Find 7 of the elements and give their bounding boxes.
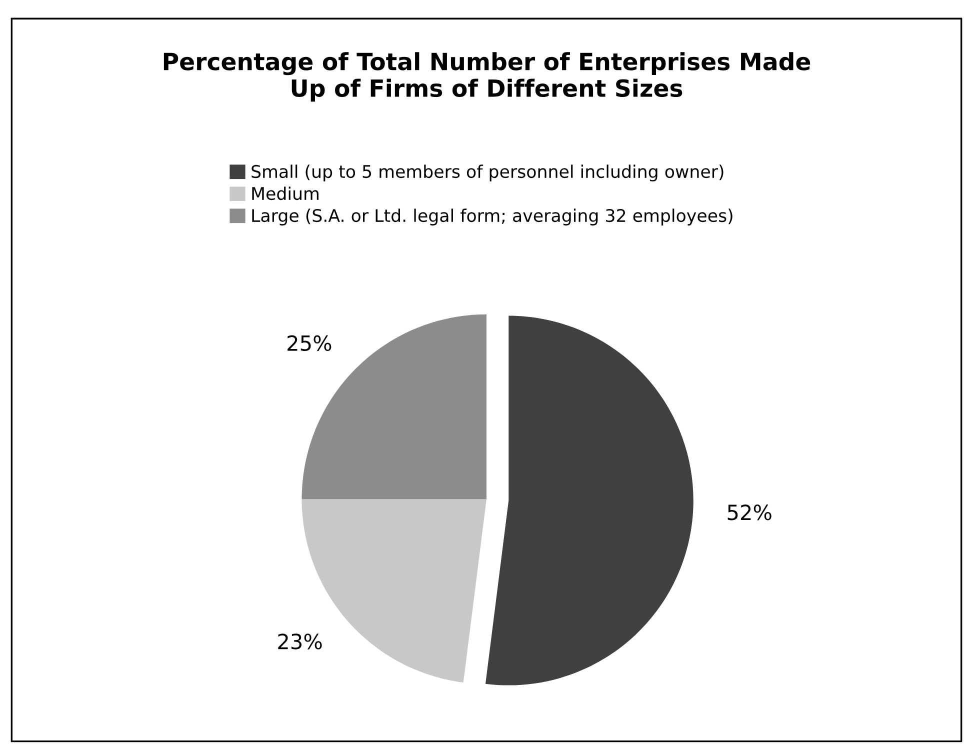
data-label: 52%: [728, 504, 772, 520]
chart-title: Percentage of Total Number of Enterprises Made Up of Firms of Different Sizes: [164, 52, 810, 102]
legend-label: Large (S.A. or Ltd. legal form; averaging 32 employees): [252, 208, 732, 226]
data-label: 25%: [288, 335, 332, 352]
legend-label: Medium: [252, 186, 318, 200]
legend-label: Small (up to 5 members of personnel including owner): [252, 164, 724, 182]
data-label: 23%: [278, 634, 322, 650]
